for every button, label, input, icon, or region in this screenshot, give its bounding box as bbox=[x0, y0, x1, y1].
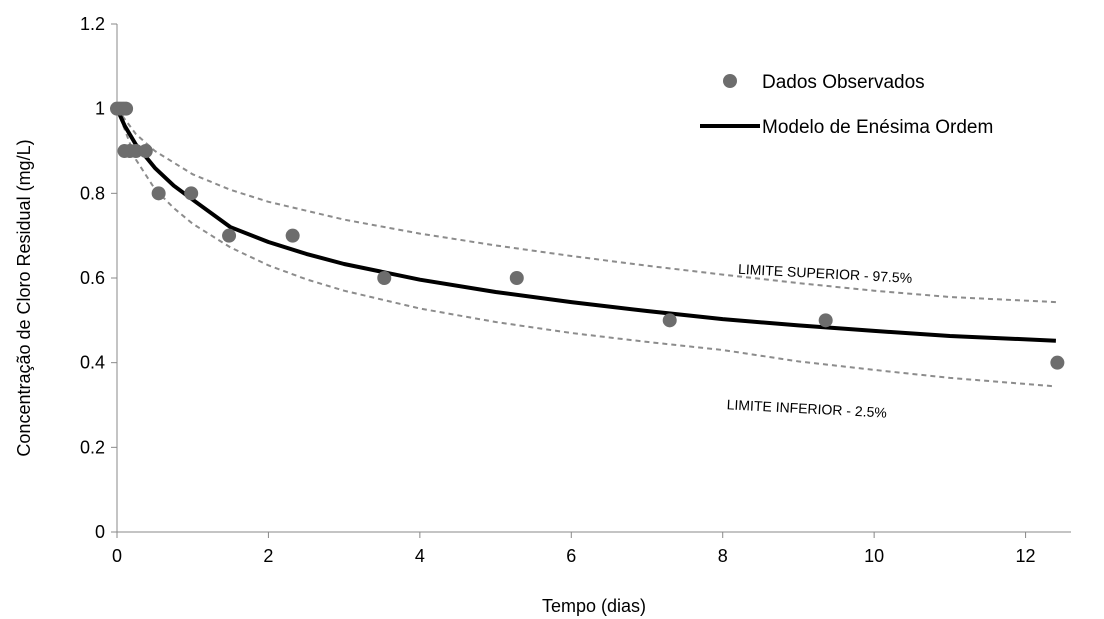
x-tick-label: 0 bbox=[112, 546, 122, 566]
data-point bbox=[1050, 355, 1065, 370]
y-tick-label: 1.2 bbox=[80, 14, 105, 34]
data-point bbox=[151, 186, 166, 201]
bound-line-2 bbox=[116, 108, 1056, 304]
y-tick-label: 1 bbox=[95, 99, 105, 119]
x-tick-label: 10 bbox=[864, 546, 884, 566]
data-point bbox=[128, 144, 143, 158]
data-point bbox=[119, 101, 134, 116]
bound-line-3 bbox=[116, 108, 1056, 388]
legend-label-model: Modelo de Enésima Ordem bbox=[762, 117, 993, 138]
x-tick-label: 2 bbox=[263, 546, 273, 566]
data-point bbox=[818, 313, 833, 328]
y-tick-label: 0.6 bbox=[80, 268, 105, 288]
data-point bbox=[285, 228, 300, 243]
data-point bbox=[222, 228, 237, 243]
annotation-label: LIMITE INFERIOR - 2.5% bbox=[726, 396, 887, 420]
y-ticks: 0 0.2 0.4 0.6 0.8 1 1.2 bbox=[80, 14, 117, 542]
data-point bbox=[184, 186, 199, 201]
series-layer bbox=[110, 101, 1065, 388]
data-point bbox=[662, 313, 677, 328]
y-tick-label: 0.2 bbox=[80, 437, 105, 457]
model-line bbox=[115, 107, 1056, 343]
y-axis-title: Concentração de Cloro Residual (mg/L) bbox=[14, 139, 34, 456]
annotation-label: LIMITE SUPERIOR - 97.5% bbox=[738, 261, 913, 286]
data-point bbox=[509, 271, 524, 285]
legend-marker-observed bbox=[723, 74, 737, 88]
y-tick-label: 0 bbox=[95, 522, 105, 542]
y-tick-label: 0.4 bbox=[80, 353, 105, 373]
legend: Dados Observados Modelo de Enésima Ordem bbox=[700, 72, 993, 138]
axes: 0 0.2 0.4 0.6 0.8 1 1.2 0 2 4 6 8 10 12 bbox=[80, 14, 1071, 566]
x-tick-label: 6 bbox=[566, 546, 576, 566]
y-tick-label: 0.8 bbox=[80, 183, 105, 203]
data-point bbox=[138, 144, 153, 158]
x-tick-label: 12 bbox=[1016, 546, 1036, 566]
x-tick-label: 8 bbox=[718, 546, 728, 566]
x-tick-label: 4 bbox=[415, 546, 425, 566]
x-axis-title: Tempo (dias) bbox=[542, 596, 646, 616]
data-point bbox=[377, 271, 392, 285]
legend-label-observed: Dados Observados bbox=[762, 72, 925, 93]
x-ticks: 0 2 4 6 8 10 12 bbox=[112, 532, 1036, 566]
